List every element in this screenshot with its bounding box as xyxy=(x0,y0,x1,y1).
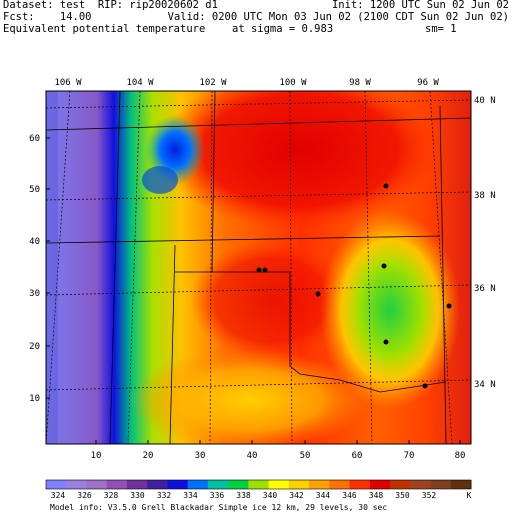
colorbar-label: 328 xyxy=(104,491,119,500)
colorbar-label: 338 xyxy=(236,491,251,500)
lon-label: 96 W xyxy=(417,78,439,88)
colorbar-swatch xyxy=(66,480,87,489)
colorbar-swatch xyxy=(167,480,189,489)
x-tick-label: 50 xyxy=(300,451,311,461)
colorbar xyxy=(45,479,472,490)
colorbar-label: 324 xyxy=(51,491,66,500)
colorbar-swatch xyxy=(369,480,391,489)
valid-time-label: Valid: 0200 UTC Mon 03 Jun 02 (2100 CDT … xyxy=(167,11,509,23)
colorbar-swatch xyxy=(228,480,249,489)
colorbar-label: K xyxy=(467,491,472,500)
dataset-label: Dataset: test RIP: rip20020602 d1 xyxy=(3,0,218,11)
colorbar-swatch xyxy=(329,480,351,489)
lon-label: 106 W xyxy=(54,78,82,88)
x-tick-label: 30 xyxy=(195,451,206,461)
longitude-labels: 106 W 104 W 102 W 100 W 98 W 96 W xyxy=(54,78,439,88)
colorbar-swatch xyxy=(86,480,108,489)
lat-label: 36 N xyxy=(474,284,496,294)
colorbar-swatch xyxy=(268,480,290,489)
y-tick-label: 20 xyxy=(29,342,40,352)
y-tick-label: 50 xyxy=(29,185,40,195)
colorbar-label: 340 xyxy=(263,491,278,500)
colorbar-label: 346 xyxy=(342,491,357,500)
colorbar-label: 326 xyxy=(77,491,92,500)
model-info-footer: Model info: V3.5.0 Grell Blackadar Simpl… xyxy=(50,503,387,512)
colorbar-swatch xyxy=(430,480,452,489)
x-tick-label: 10 xyxy=(91,451,102,461)
lon-label: 98 W xyxy=(349,78,371,88)
lon-label: 102 W xyxy=(199,78,227,88)
y-tick-label: 40 xyxy=(29,237,40,247)
x-tick-label: 40 xyxy=(247,451,258,461)
state-borders xyxy=(45,90,472,445)
y-tick-label: 10 xyxy=(29,394,40,404)
colorbar-label: 350 xyxy=(395,491,410,500)
colorbar-label: 336 xyxy=(210,491,225,500)
lon-label: 104 W xyxy=(126,78,154,88)
colorbar-swatch xyxy=(126,480,148,489)
forecast-hour-label: Fcst: 14.00 xyxy=(3,11,92,23)
lat-label: 34 N xyxy=(474,380,496,390)
colorbar-swatch xyxy=(187,480,209,489)
colorbar-label: 352 xyxy=(422,491,437,500)
x-tick-label: 20 xyxy=(143,451,154,461)
colorbar-swatch xyxy=(309,480,330,489)
y-tick-label: 30 xyxy=(29,289,40,299)
latitude-labels: 40 N 38 N 36 N 34 N xyxy=(474,96,496,390)
init-time-label: Init: 1200 UTC Sun 02 Jun 02 xyxy=(331,0,509,11)
colorbar-swatch xyxy=(288,480,310,489)
station-markers xyxy=(256,183,452,389)
colorbar-swatch xyxy=(349,480,371,489)
colorbar-frame xyxy=(45,479,472,490)
colorbar-label: 348 xyxy=(369,491,384,500)
colorbar-label: 332 xyxy=(157,491,172,500)
x-tick-label: 80 xyxy=(455,451,466,461)
colorbar-label: 344 xyxy=(316,491,331,500)
colorbar-label: 330 xyxy=(130,491,145,500)
colorbar-swatch xyxy=(106,480,128,489)
lat-lon-grid xyxy=(45,90,472,445)
colorbar-labels: 324 326 328 330 332 334 336 338 340 342 344 346 348 3… xyxy=(51,491,472,500)
colorbar-swatch xyxy=(248,480,270,489)
colorbar-swatch xyxy=(207,480,229,489)
colorbar-swatch xyxy=(450,480,472,489)
sigma-level-label: at sigma = 0.983 xyxy=(232,23,334,35)
map-frame xyxy=(45,90,472,445)
field-name-label: Equivalent potential temperature xyxy=(3,23,206,35)
colorbar-swatch xyxy=(147,480,168,489)
y-axis-ticks: 60 50 40 30 20 10 xyxy=(29,134,50,404)
y-tick-label: 60 xyxy=(29,134,40,144)
colorbar-swatch xyxy=(46,480,67,489)
colorbar-swatch xyxy=(390,480,411,489)
colorbar-swatch xyxy=(410,480,432,489)
smoothing-label: sm= 1 xyxy=(425,23,457,35)
x-axis-ticks: 10 20 30 40 50 60 70 80 xyxy=(91,440,466,461)
lon-label: 100 W xyxy=(279,78,307,88)
colorbar-label: 334 xyxy=(183,491,198,500)
theta-e-field xyxy=(46,91,471,444)
lat-label: 40 N xyxy=(474,96,496,106)
x-tick-label: 60 xyxy=(352,451,363,461)
colorbar-label: 342 xyxy=(289,491,304,500)
x-tick-label: 70 xyxy=(404,451,415,461)
lat-label: 38 N xyxy=(474,191,496,201)
